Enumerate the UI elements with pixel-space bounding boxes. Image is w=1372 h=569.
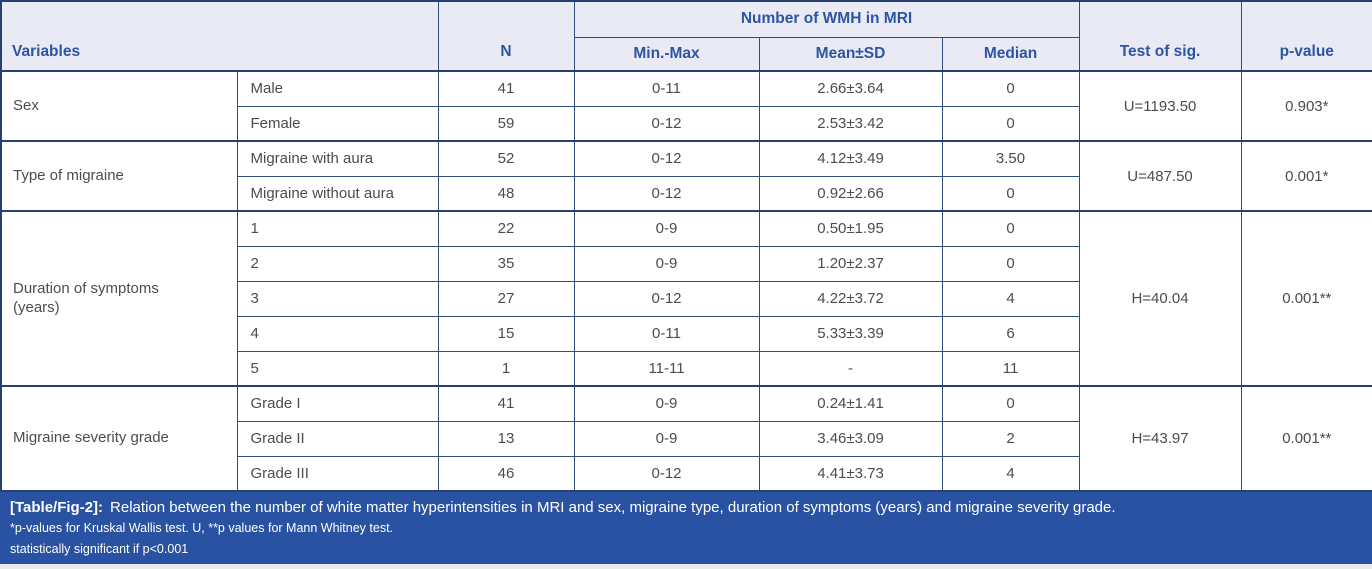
cell-n: 41 bbox=[437, 385, 575, 422]
caption-line: [Table/Fig-2]: Relation between the numbe… bbox=[10, 497, 1372, 518]
cell-median: 11 bbox=[941, 350, 1080, 387]
row-sub-label: Grade I bbox=[236, 385, 439, 422]
cell-mean-sd: 1.20±2.37 bbox=[758, 245, 943, 282]
cell-min-max: 0-9 bbox=[573, 245, 760, 282]
cell-n: 48 bbox=[437, 175, 575, 212]
cell-mean-sd: - bbox=[758, 350, 943, 387]
cell-median: 4 bbox=[941, 455, 1080, 492]
cell-n: 41 bbox=[437, 70, 575, 107]
row-sub-label: Migraine with aura bbox=[236, 140, 439, 177]
header-wmh-group: Number of WMH in MRI bbox=[573, 0, 1080, 38]
table-row: Female 59 0-12 2.53±3.42 0 bbox=[1, 105, 1372, 142]
header-min-max: Min.-Max bbox=[573, 36, 760, 72]
cell-min-max: 11-11 bbox=[573, 350, 760, 387]
cell-min-max: 0-9 bbox=[573, 385, 760, 422]
header-n: N bbox=[437, 0, 575, 72]
caption-text: Relation between the number of white mat… bbox=[110, 499, 1116, 516]
table-row: 2 35 0-9 1.20±2.37 0 bbox=[1, 245, 1372, 282]
cell-test-of-sig: U=1193.50 bbox=[1078, 70, 1242, 142]
cell-mean-sd: 2.53±3.42 bbox=[758, 105, 943, 142]
row-sub-label: Grade II bbox=[236, 420, 439, 457]
table-caption-band: [Table/Fig-2]: Relation between the numbe… bbox=[0, 492, 1372, 564]
cell-n: 35 bbox=[437, 245, 575, 282]
cell-n: 59 bbox=[437, 105, 575, 142]
cell-mean-sd: 2.66±3.64 bbox=[758, 70, 943, 107]
cell-median: 6 bbox=[941, 315, 1080, 352]
header-test-of-sig: Test of sig. bbox=[1078, 0, 1242, 72]
cell-mean-sd: 4.41±3.73 bbox=[758, 455, 943, 492]
header-mean-sd: Mean±SD bbox=[758, 36, 943, 72]
caption-note-significance: statistically significant if p<0.001 bbox=[10, 542, 189, 556]
cell-n: 22 bbox=[437, 210, 575, 247]
cell-test-of-sig: H=40.04 bbox=[1078, 210, 1242, 387]
table-row: 5 1 11-11 - 11 bbox=[1, 350, 1372, 387]
cell-median: 0 bbox=[941, 245, 1080, 282]
cell-min-max: 0-9 bbox=[573, 210, 760, 247]
cell-mean-sd: 0.24±1.41 bbox=[758, 385, 943, 422]
cell-min-max: 0-12 bbox=[573, 140, 760, 177]
cell-n: 13 bbox=[437, 420, 575, 457]
table-header: Variables N Number of WMH in MRI Test of… bbox=[0, 0, 1372, 72]
cell-min-max: 0-12 bbox=[573, 105, 760, 142]
row-sub-label: Grade III bbox=[236, 455, 439, 492]
cell-n: 27 bbox=[437, 280, 575, 317]
row-sub-label: 4 bbox=[236, 315, 439, 352]
row-sub-label: Male bbox=[236, 70, 439, 107]
cell-median: 4 bbox=[941, 280, 1080, 317]
cell-p-value: 0.903* bbox=[1240, 70, 1372, 142]
cell-n: 52 bbox=[437, 140, 575, 177]
cell-min-max: 0-12 bbox=[573, 175, 760, 212]
group-label-sex: Sex bbox=[0, 70, 238, 142]
cell-min-max: 0-11 bbox=[573, 315, 760, 352]
cell-mean-sd: 3.46±3.09 bbox=[758, 420, 943, 457]
table-row: Duration of symptoms (years) 1 22 0-9 0.… bbox=[0, 210, 1372, 387]
row-sub-label: 1 bbox=[236, 210, 439, 247]
caption-note-tests: *p-values for Kruskal Wallis test. U, **… bbox=[10, 521, 394, 535]
cell-n: 15 bbox=[437, 315, 575, 352]
group-label-type-of-migraine: Type of migraine bbox=[0, 140, 238, 212]
cell-median: 0 bbox=[941, 105, 1080, 142]
table-row: Migraine without aura 48 0-12 0.92±2.66 … bbox=[1, 175, 1372, 212]
cell-median: 2 bbox=[941, 420, 1080, 457]
caption-label: [Table/Fig-2]: bbox=[10, 499, 104, 516]
cell-p-value: 0.001** bbox=[1240, 385, 1372, 492]
table-row: Type of migraine Migraine with aura 52 0… bbox=[0, 140, 1372, 212]
cell-test-of-sig: U=487.50 bbox=[1078, 140, 1242, 212]
cell-min-max: 0-12 bbox=[573, 280, 760, 317]
cell-min-max: 0-11 bbox=[573, 70, 760, 107]
cell-mean-sd: 4.22±3.72 bbox=[758, 280, 943, 317]
cell-mean-sd: 0.50±1.95 bbox=[758, 210, 943, 247]
row-sub-label: Migraine without aura bbox=[236, 175, 439, 212]
cell-p-value: 0.001* bbox=[1240, 140, 1372, 212]
cell-mean-sd: 5.33±3.39 bbox=[758, 315, 943, 352]
cell-min-max: 0-12 bbox=[573, 455, 760, 492]
cell-median: 0 bbox=[941, 385, 1080, 422]
row-sub-label: Female bbox=[236, 105, 439, 142]
table-row: Grade II 13 0-9 3.46±3.09 2 bbox=[1, 420, 1372, 457]
row-sub-label: 5 bbox=[236, 350, 439, 387]
cell-n: 1 bbox=[437, 350, 575, 387]
cell-mean-sd: 4.12±3.49 bbox=[758, 140, 943, 177]
cell-median: 0 bbox=[941, 175, 1080, 212]
header-variables: Variables bbox=[0, 0, 439, 72]
cell-n: 46 bbox=[437, 455, 575, 492]
cell-test-of-sig: H=43.97 bbox=[1078, 385, 1242, 492]
header-p-value: p-value bbox=[1240, 0, 1372, 72]
cell-median: 0 bbox=[941, 210, 1080, 247]
group-label-severity-grade: Migraine severity grade bbox=[0, 385, 238, 492]
table-row: Sex Male 41 0-11 2.66±3.64 0 U=1193.50 0… bbox=[0, 70, 1372, 142]
group-label-duration: Duration of symptoms (years) bbox=[0, 210, 238, 387]
cell-mean-sd: 0.92±2.66 bbox=[758, 175, 943, 212]
cell-median: 3.50 bbox=[941, 140, 1080, 177]
row-sub-label: 2 bbox=[236, 245, 439, 282]
table-row: 3 27 0-12 4.22±3.72 4 bbox=[1, 280, 1372, 317]
cell-min-max: 0-9 bbox=[573, 420, 760, 457]
row-sub-label: 3 bbox=[236, 280, 439, 317]
cell-median: 0 bbox=[941, 70, 1080, 107]
cell-p-value: 0.001** bbox=[1240, 210, 1372, 387]
wmh-relation-table: Variables N Number of WMH in MRI Test of… bbox=[0, 0, 1372, 492]
table-row: Grade III 46 0-12 4.41±3.73 4 bbox=[1, 455, 1372, 492]
header-median: Median bbox=[941, 36, 1080, 72]
table-row: Migraine severity grade Grade I 41 0-9 0… bbox=[0, 385, 1372, 492]
